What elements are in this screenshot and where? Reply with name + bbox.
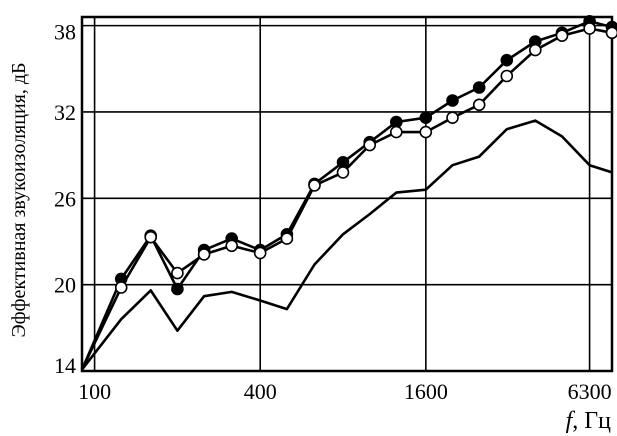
series-1-point-12 <box>419 125 433 139</box>
series-1-point-13 <box>446 111 459 124</box>
series-1-point-5 <box>225 239 238 253</box>
series-1-point-3 <box>171 266 184 280</box>
y-tick-labels: 14 20 26 32 38 <box>54 20 76 378</box>
series-1-point-19 <box>605 26 617 40</box>
series-0-point-3 <box>171 282 184 296</box>
y-axis-label: Эффективная звукоизоляция, дБ <box>8 62 30 337</box>
series-1-point-6 <box>253 246 267 260</box>
y-tick-label-3: 32 <box>54 100 76 125</box>
y-tick-label-2: 26 <box>54 186 76 211</box>
series-1-point-16 <box>528 43 542 57</box>
series-1-point-2 <box>144 230 157 244</box>
x-tick-label-2: 1600 <box>404 379 448 404</box>
grid <box>82 17 612 372</box>
x-axis-label-unit: , Гц <box>572 408 611 434</box>
series-1-point-17 <box>555 29 569 43</box>
series-1-point-18 <box>583 22 596 35</box>
series-1-point-1 <box>114 281 128 294</box>
y-tick-label-4: 38 <box>54 20 76 45</box>
x-tick-label-1: 400 <box>244 379 277 404</box>
series-1-point-10 <box>363 138 377 152</box>
x-tick-labels: 100 400 1600 6300 <box>78 379 611 404</box>
x-axis-label-variable: f <box>566 408 576 434</box>
series-1-point-15 <box>500 69 514 83</box>
y-tick-label-0: 14 <box>54 353 76 378</box>
plot-frame <box>80 15 614 373</box>
x-tick-label-0: 100 <box>78 379 111 404</box>
x-tick-label-3: 6300 <box>568 379 612 404</box>
series-0-point-15 <box>500 53 514 67</box>
series-0-point-12 <box>419 111 433 124</box>
series-0-point-14 <box>472 81 486 94</box>
series-2 <box>80 119 613 371</box>
series-layer <box>80 14 617 371</box>
series-1-point-9 <box>336 166 350 179</box>
series-1 <box>80 22 617 371</box>
series-0-point-13 <box>446 94 459 107</box>
series-2-line <box>80 119 613 371</box>
series-1-point-4 <box>197 248 211 261</box>
series-1-point-8 <box>308 179 321 192</box>
series-1-point-7 <box>280 232 294 245</box>
series-0-line <box>80 19 613 371</box>
y-tick-label-1: 20 <box>54 273 76 298</box>
x-axis-label: f, Гц <box>566 408 612 434</box>
series-1-point-11 <box>389 125 403 139</box>
series-1-point-14 <box>472 98 486 112</box>
series-0 <box>80 14 617 371</box>
